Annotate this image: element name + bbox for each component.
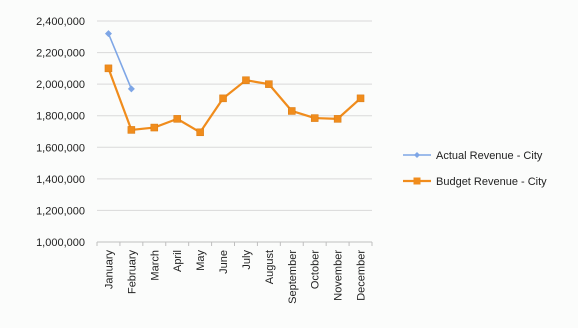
series-actual-revenue [104, 30, 135, 93]
y-axis-tick-labels: 2,400,000 2,200,000 2,000,000 1,800,000 1,60… [36, 16, 85, 249]
data-point-marker [173, 115, 181, 123]
data-point-marker [219, 94, 227, 103]
x-tick-label: December [356, 250, 368, 301]
x-tick-label: February [126, 250, 138, 295]
x-axis-tick-labels: January February March April May June July Augu… [103, 250, 367, 304]
y-tick-label: 2,400,000 [36, 16, 85, 28]
x-tick-label: August [264, 250, 276, 284]
legend-swatch-marker [413, 177, 421, 185]
data-point-marker [127, 85, 135, 93]
data-point-marker [150, 123, 159, 132]
series-budget-revenue [104, 64, 365, 137]
y-tick-label: 1,000,000 [36, 237, 85, 249]
grid-lines [97, 20, 372, 211]
data-point-marker [288, 107, 296, 115]
legend: Actual Revenue - City Budget Revenue - Ci… [403, 150, 547, 188]
y-tick-label: 2,000,000 [36, 79, 85, 91]
data-point-marker [356, 94, 365, 103]
y-tick-label: 1,600,000 [36, 142, 85, 154]
x-tick-label: November [333, 250, 345, 301]
data-point-marker [104, 30, 112, 38]
x-tick-label: September [287, 250, 299, 304]
data-point-marker [265, 80, 273, 88]
y-tick-label: 1,400,000 [36, 174, 85, 186]
x-tick-label: October [310, 250, 322, 289]
legend-swatch-marker [414, 152, 420, 158]
data-point-marker [310, 114, 319, 122]
x-tick-label: April [172, 250, 184, 272]
x-tick-label: June [218, 250, 230, 274]
legend-label: Budget Revenue - City [436, 176, 547, 188]
data-series [104, 30, 365, 137]
series-line [107, 33, 133, 90]
x-tick-label: May [195, 250, 207, 271]
y-tick-label: 2,200,000 [36, 48, 85, 60]
legend-entry: Budget Revenue - City [403, 176, 547, 188]
axes [96, 241, 373, 246]
data-point-marker [242, 76, 250, 84]
x-tick-label: July [241, 250, 253, 270]
legend-label: Actual Revenue - City [436, 150, 543, 162]
y-tick-label: 1,800,000 [36, 111, 85, 123]
data-point-marker [127, 126, 136, 134]
x-tick-label: March [149, 250, 161, 281]
series-line [107, 67, 362, 134]
data-point-marker [104, 64, 113, 73]
y-tick-label: 1,200,000 [36, 205, 85, 217]
x-tick-label: January [103, 250, 115, 290]
legend-entry: Actual Revenue - City [403, 150, 543, 162]
data-point-marker [196, 128, 204, 137]
data-point-marker [333, 115, 342, 123]
